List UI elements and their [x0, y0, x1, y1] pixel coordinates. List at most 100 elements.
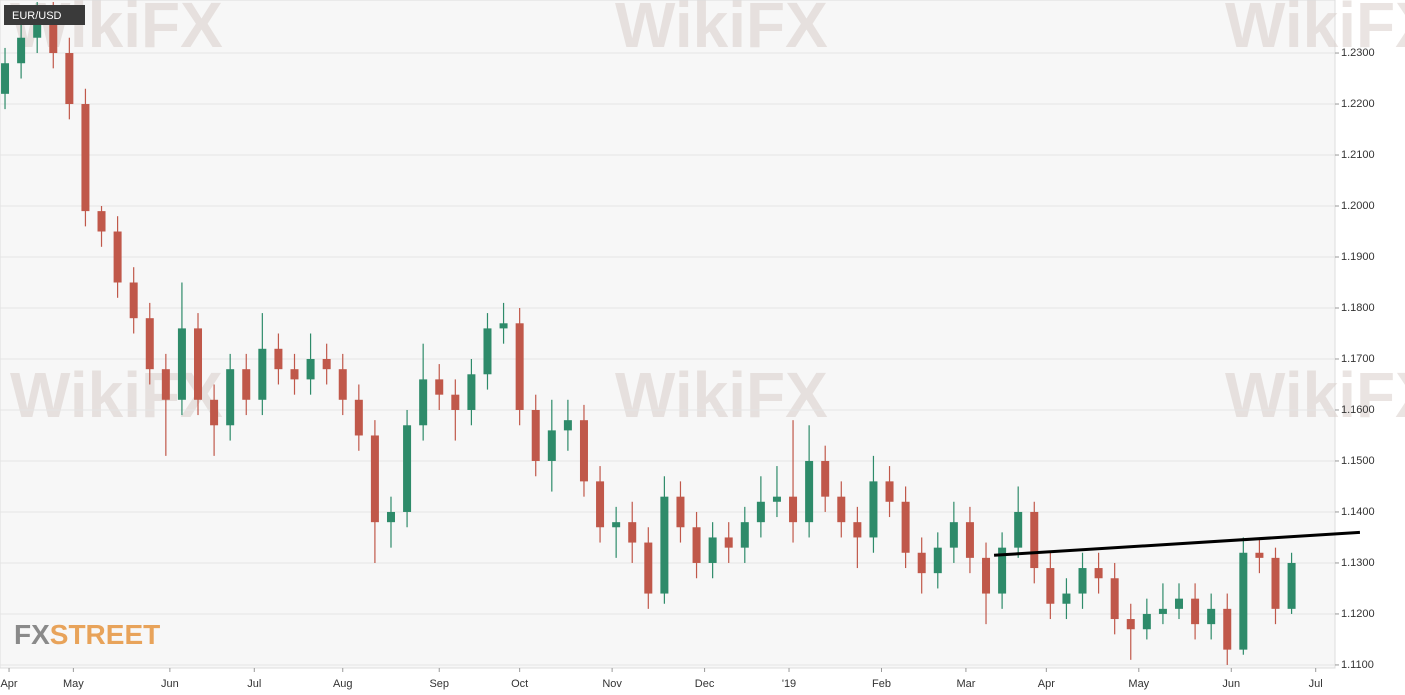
x-tick-label: Apr [1038, 678, 1055, 690]
candle-body [483, 328, 492, 375]
x-tick-label: Nov [602, 678, 622, 690]
candle-body [1046, 568, 1055, 604]
x-tick-label: Jun [161, 678, 179, 690]
x-tick-label: May [63, 678, 84, 690]
candle-body [467, 374, 476, 410]
x-tick-label: Sep [429, 678, 449, 690]
candle-body [1126, 619, 1135, 630]
candle-body [1287, 562, 1296, 609]
x-tick-label: Feb [872, 678, 891, 690]
candle-body [756, 501, 765, 523]
candle-body [338, 369, 347, 400]
candle-body [660, 496, 669, 594]
candles [1, 2, 1361, 665]
title-box [4, 5, 85, 25]
y-tick-label: 1.2100 [1341, 149, 1375, 161]
candle-body [1271, 557, 1280, 609]
candle-body [869, 481, 878, 538]
candle-body [1014, 511, 1023, 548]
y-tick-label: 1.2000 [1341, 200, 1375, 212]
x-tick-label: Jul [1309, 678, 1323, 690]
candle-body [821, 460, 830, 497]
candle-body [290, 369, 299, 380]
y-tick-label: 1.1200 [1341, 608, 1375, 620]
candle-body [306, 358, 315, 380]
x-tick-label: '19 [782, 678, 796, 690]
candle-body [998, 547, 1007, 594]
candle-body [1223, 608, 1232, 650]
watermark: WikiFX [615, 359, 828, 431]
chart-title: EUR/USD [12, 10, 62, 22]
candle-body [885, 481, 894, 502]
candle-body [274, 348, 283, 370]
candle-body [1175, 598, 1184, 609]
x-tick-label: Dec [695, 678, 715, 690]
candle-body [563, 420, 572, 431]
candle-body [194, 328, 203, 400]
y-tick-label: 1.1700 [1341, 353, 1375, 365]
watermark: WikiFX [1225, 0, 1405, 61]
candle-body [789, 496, 798, 523]
trend-line [993, 530, 1361, 557]
candle-body [17, 37, 26, 64]
y-tick-label: 1.1400 [1341, 506, 1375, 518]
candle-body [917, 552, 926, 574]
candle-body [499, 323, 508, 329]
x-tick-label: Jul [247, 678, 261, 690]
x-tick-label: Jun [1222, 678, 1240, 690]
candle-body [322, 358, 331, 370]
candle-body [451, 394, 460, 410]
watermark: WikiFX [10, 359, 223, 431]
candle-body [113, 231, 122, 283]
candle-body [628, 522, 637, 543]
watermarks: WikiFX WikiFX WikiFX WikiFX WikiFX WikiF… [10, 0, 1405, 431]
x-tick-label: Mar [956, 678, 975, 690]
candle-body [1191, 598, 1200, 625]
x-tick-label: May [1128, 678, 1149, 690]
candle-body [724, 537, 733, 548]
candle-body [692, 527, 701, 563]
candle-body [1142, 613, 1151, 630]
candle-body [1078, 568, 1087, 594]
candle-body [226, 369, 235, 426]
candle-body [612, 522, 621, 528]
candle-body [403, 425, 412, 512]
candle-body [1239, 552, 1248, 650]
x-tick-label: Aug [333, 678, 353, 690]
candle-body [1030, 511, 1039, 569]
candle-body [386, 511, 395, 523]
candle-body [982, 557, 991, 594]
candle-body [644, 542, 653, 594]
candle-body [435, 379, 444, 395]
y-tick-label: 1.2300 [1341, 47, 1375, 59]
watermark: WikiFX [1225, 359, 1405, 431]
y-tick-label: 1.1600 [1341, 404, 1375, 416]
candle-body [65, 53, 74, 105]
candle-body [933, 547, 942, 574]
candle-body [853, 522, 862, 538]
y-tick-label: 1.2200 [1341, 98, 1375, 110]
candle-body [242, 369, 251, 400]
candle-body [1, 63, 10, 94]
candle-body [805, 460, 814, 523]
y-tick-label: 1.1500 [1341, 455, 1375, 467]
logo: FXSTREET [14, 619, 160, 650]
candle-body [33, 17, 42, 38]
candle-body [772, 496, 781, 502]
candle-body [49, 17, 58, 54]
y-tick-label: 1.1800 [1341, 302, 1375, 314]
y-tick-label: 1.1100 [1341, 659, 1374, 671]
candle-body [177, 328, 186, 400]
candle-body [145, 318, 154, 370]
candle-body [370, 435, 379, 523]
candle-body [210, 399, 219, 426]
x-tick-label: Oct [511, 678, 528, 690]
watermark: WikiFX [615, 0, 828, 61]
candle-body [1207, 608, 1216, 625]
candle-body [531, 409, 540, 461]
candle-body [837, 496, 846, 523]
candle-body [676, 496, 685, 528]
candle-body [949, 522, 958, 548]
candle-body [129, 282, 138, 319]
candle-body [965, 522, 974, 558]
